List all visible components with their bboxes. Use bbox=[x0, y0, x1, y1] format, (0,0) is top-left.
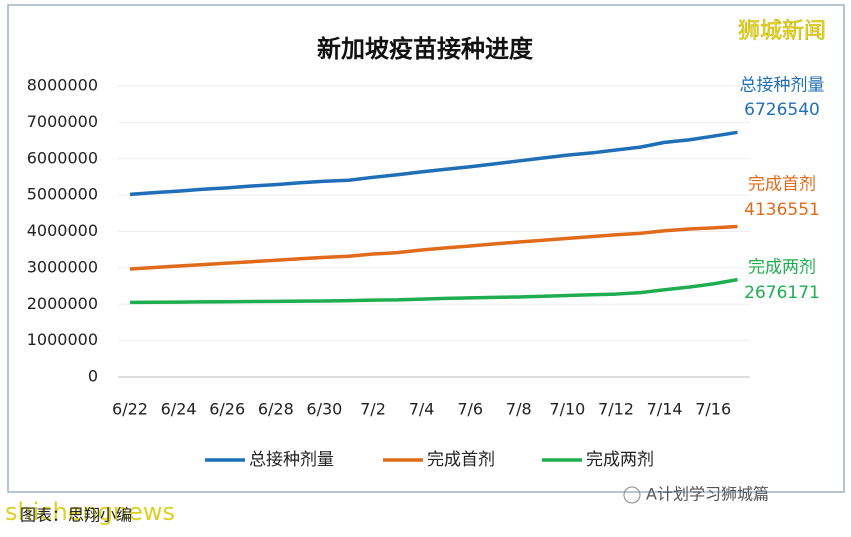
annotation-name: 完成两剂 bbox=[748, 258, 816, 278]
y-tick-label: 2000000 bbox=[27, 294, 98, 313]
x-tick-label: 6/26 bbox=[209, 400, 245, 419]
wechat-icon bbox=[623, 486, 641, 504]
x-tick-label: 6/22 bbox=[112, 400, 148, 419]
series-line bbox=[129, 224, 738, 271]
series-line bbox=[129, 130, 738, 197]
watermark: 狮城新闻 bbox=[738, 19, 826, 44]
x-tick-label: 6/30 bbox=[306, 400, 342, 419]
source-note: 图表：思翔小编 bbox=[20, 506, 132, 525]
legend-label: 完成首剂 bbox=[427, 450, 495, 470]
footer-watermark: shichengnews bbox=[5, 498, 175, 526]
x-tick-label: 6/28 bbox=[258, 400, 294, 419]
y-tick-label: 7000000 bbox=[27, 112, 98, 131]
x-tick-label: 7/16 bbox=[695, 400, 731, 419]
y-tick-label: 4000000 bbox=[27, 221, 98, 240]
annotation-value: 2676171 bbox=[744, 283, 820, 303]
x-tick-label: 7/2 bbox=[360, 400, 386, 419]
annotation-name: 完成首剂 bbox=[748, 175, 816, 195]
y-tick-label: 1000000 bbox=[27, 330, 98, 349]
y-tick-label: 3000000 bbox=[27, 257, 98, 276]
x-tick-label: 7/10 bbox=[549, 400, 585, 419]
annotation-value: 4136551 bbox=[744, 200, 820, 220]
y-tick-label: 0 bbox=[88, 367, 98, 386]
x-tick-label: 6/24 bbox=[161, 400, 197, 419]
x-tick-label: 7/12 bbox=[598, 400, 634, 419]
y-tick-label: 6000000 bbox=[27, 148, 98, 167]
annotation-name: 总接种剂量 bbox=[740, 76, 825, 96]
y-tick-label: 8000000 bbox=[27, 76, 98, 95]
chart-title: 新加坡疫苗接种进度 bbox=[317, 35, 534, 63]
x-tick-label: 7/8 bbox=[506, 400, 532, 419]
x-tick-label: 7/6 bbox=[457, 400, 483, 419]
legend-label: 完成两剂 bbox=[586, 450, 654, 470]
series-line bbox=[129, 277, 738, 305]
x-tick-label: 7/4 bbox=[409, 400, 435, 419]
annotation-value: 6726540 bbox=[744, 100, 820, 120]
y-tick-label: 5000000 bbox=[27, 185, 98, 204]
wechat-label: A计划学习狮城篇 bbox=[646, 485, 769, 504]
x-tick-label: 7/14 bbox=[647, 400, 683, 419]
legend-label: 总接种剂量 bbox=[249, 450, 334, 470]
